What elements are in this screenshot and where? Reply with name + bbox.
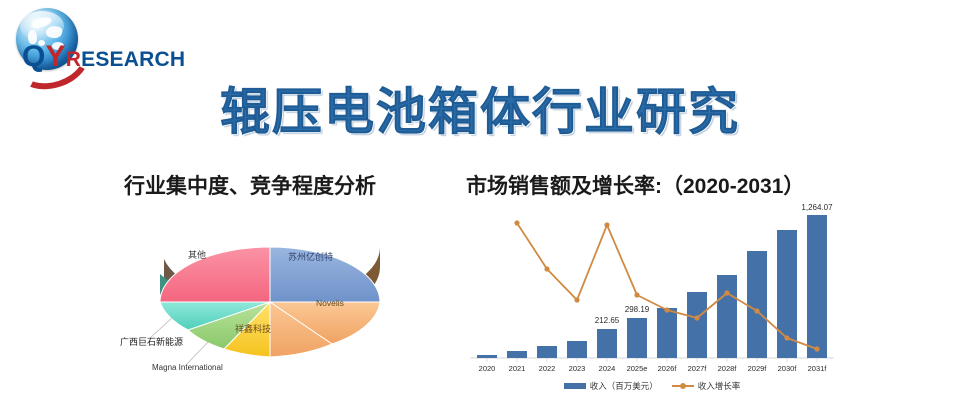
- bar-2027f: [687, 292, 707, 358]
- pie-label-suzhou: 苏州亿创特: [288, 252, 334, 262]
- brand-logo[interactable]: QYRESEARCH: [7, 4, 188, 99]
- pie-slices: [159, 246, 381, 358]
- revenue-bars: [477, 215, 827, 358]
- bar-2025e: [627, 318, 647, 358]
- brand-letter-q: Q: [22, 40, 46, 73]
- brand-name: QYRESEARCH: [22, 40, 185, 74]
- brand-letter-y: Y: [45, 40, 66, 73]
- x-label-2023: 2023: [568, 364, 586, 373]
- left-chart-heading: 行业集中度、竞争程度分析: [124, 175, 376, 198]
- x-label-2020: 2020: [478, 364, 496, 373]
- x-label-2025e: 2025e: [626, 364, 648, 373]
- bar-2020: [477, 355, 497, 358]
- x-label-2021: 2021: [508, 364, 526, 373]
- legend-item-revenue[interactable]: 收入（百万美元）: [563, 380, 658, 392]
- legend-bar-swatch-icon: [563, 383, 586, 389]
- bar-2029f: [747, 251, 767, 358]
- x-label-2028f: 2028f: [717, 364, 737, 373]
- right-chart-heading: 市场销售额及增长率:（2020-2031）: [466, 175, 805, 198]
- pie-label-guangxi: 广西巨石新能源: [120, 337, 184, 347]
- bar-2024: [597, 329, 617, 358]
- legend-label-revenue: 收入（百万美元）: [589, 381, 658, 391]
- brand-name-rest: ESEARCH: [81, 48, 186, 71]
- bar-2030f: [777, 230, 797, 358]
- bar-2022: [537, 346, 557, 358]
- bar-2031f: [807, 215, 827, 358]
- bar-value-2024: 212.65: [594, 316, 620, 325]
- legend-label-growth: 收入增长率: [697, 381, 741, 391]
- growth-rate-markers: [514, 220, 820, 352]
- bar-value-2025e: 298.19: [624, 305, 650, 314]
- chart-legend: 收入（百万美元） 收入增长率: [462, 380, 842, 392]
- x-label-2022: 2022: [538, 364, 556, 373]
- pie-leader-lines: [149, 317, 209, 366]
- pie-label-novelis: Novelis: [316, 298, 344, 308]
- x-label-2027f: 2027f: [687, 364, 707, 373]
- x-label-2029f: 2029f: [747, 364, 767, 373]
- bar-2028f: [717, 275, 737, 358]
- bar-2021: [507, 351, 527, 358]
- x-axis-ticks: [486, 358, 818, 362]
- bar-2023: [567, 341, 587, 358]
- page-title: 辊压电池箱体行业研究: [220, 84, 740, 141]
- pie-label-magna: Magna International: [152, 363, 223, 372]
- bar-value-2031f: 1,264.07: [801, 203, 833, 212]
- x-label-2030f: 2030f: [777, 364, 797, 373]
- globe-icon: [16, 8, 78, 70]
- brand-letter-r: R: [65, 48, 82, 71]
- bar-2026f: [657, 308, 677, 358]
- x-label-2031f: 2031f: [807, 364, 827, 373]
- x-label-2024: 2024: [598, 364, 616, 373]
- pie-label-xiangxin: 祥鑫科技: [235, 324, 272, 334]
- legend-item-growth[interactable]: 收入增长率: [671, 380, 741, 392]
- revenue-growth-chart: 212.65 298.19 1,264.07 2020 2021 2022 20…: [462, 203, 842, 402]
- pie-chart-svg: [149, 246, 381, 366]
- combo-chart-svg: [470, 215, 834, 362]
- pie-label-other: 其他: [188, 250, 207, 260]
- legend-line-swatch-icon: [671, 383, 694, 389]
- pie-chart: 其他 苏州亿创特 Novelis 祥鑫科技 广西巨石新能源 Magna Inte…: [120, 210, 420, 400]
- x-label-2026f: 2026f: [657, 364, 677, 373]
